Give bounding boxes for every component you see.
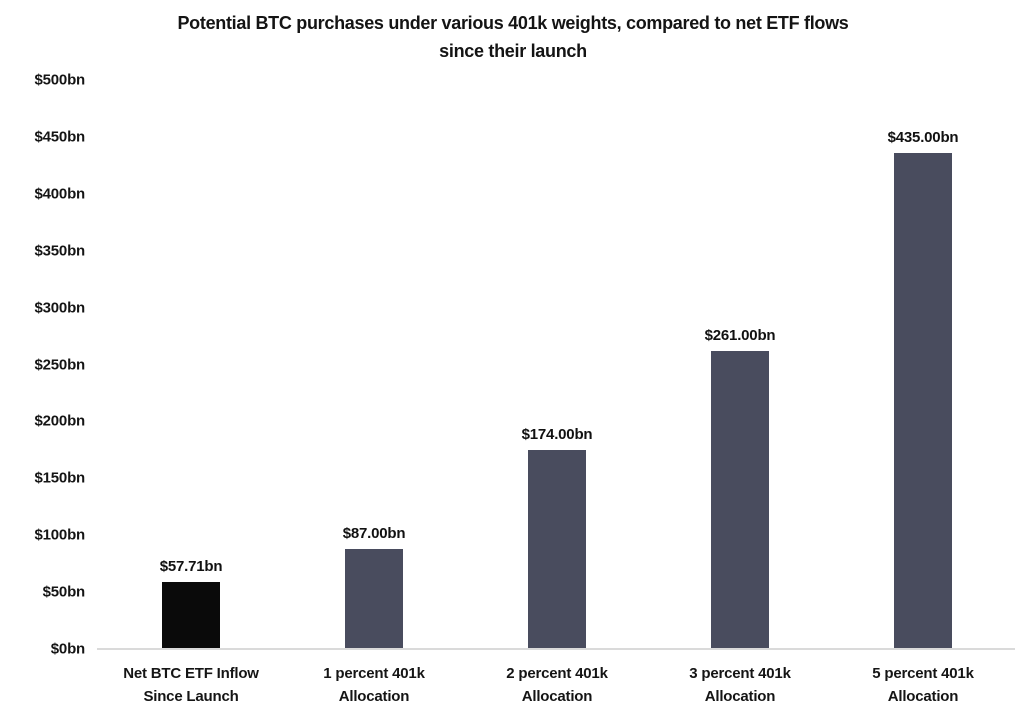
- y-axis-tick-label: $250bn: [34, 356, 86, 373]
- x-axis-label-line: 1 percent 401k: [323, 665, 425, 682]
- bar-2: [345, 549, 403, 648]
- x-axis-label: 3 percent 401k Allocation: [689, 662, 791, 708]
- y-axis-tick-label: $350bn: [34, 242, 86, 260]
- x-axis-label-line: 3 percent 401k: [689, 665, 791, 682]
- bar-value-label: $435.00bn: [887, 129, 959, 146]
- y-axis-tick-label: $50bn: [42, 583, 86, 601]
- y-axis-tick-label: $450bn: [34, 128, 86, 146]
- y-axis-tick-label: $0bn: [50, 640, 85, 658]
- bar-4: [711, 351, 769, 648]
- bar-value-label: $57.71bn: [159, 558, 223, 575]
- x-axis-label-line: Allocation: [338, 688, 410, 705]
- bar-3: [528, 450, 586, 648]
- y-axis-tick-label: $150bn: [34, 469, 86, 487]
- x-axis-label: 2 percent 401k Allocation: [506, 662, 608, 708]
- x-axis-label: 5 percent 401k Allocation: [872, 662, 974, 708]
- x-axis-label-line: Since Launch: [143, 688, 239, 705]
- x-axis-label-line: 5 percent 401k: [872, 665, 974, 682]
- y-axis-tick-label: $500bn: [34, 71, 86, 89]
- x-axis-label-line: Allocation: [521, 688, 593, 705]
- x-axis-label: 1 percent 401k Allocation: [323, 662, 425, 708]
- x-axis-label-line: Allocation: [887, 688, 959, 705]
- chart-title-line-1: Potential BTC purchases under various 40…: [177, 13, 849, 33]
- y-axis-tick-label: $400bn: [34, 185, 86, 203]
- chart-title-line-2: since their launch: [439, 41, 587, 61]
- bar-1: [162, 582, 220, 648]
- y-axis-tick-label: $200bn: [34, 412, 86, 430]
- x-axis-baseline: [97, 648, 1015, 650]
- bar-value-label: $174.00bn: [521, 426, 593, 443]
- y-axis-tick-label: $300bn: [34, 299, 86, 317]
- y-axis-tick-label: $100bn: [34, 526, 86, 544]
- x-axis-label-line: 2 percent 401k: [506, 665, 608, 682]
- x-axis-label: Net BTC ETF Inflow Since Launch: [123, 662, 259, 708]
- x-axis-label-line: Allocation: [704, 688, 776, 705]
- bar-value-label: $261.00bn: [704, 327, 776, 344]
- bar-value-label: $87.00bn: [342, 525, 406, 542]
- x-axis-label-line: Net BTC ETF Inflow: [123, 665, 259, 682]
- chart-title: Potential BTC purchases under various 40…: [0, 9, 1026, 65]
- bar-5: [894, 153, 952, 648]
